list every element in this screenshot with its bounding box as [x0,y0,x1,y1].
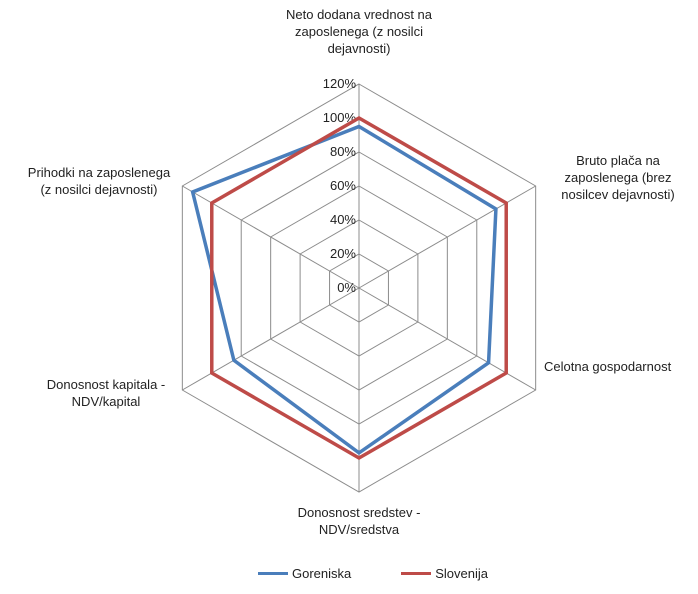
axis-label-4: Donosnost kapitala - NDV/kapital [26,376,186,410]
radar-grid [181,83,537,493]
legend-item-slovenija: Slovenija [401,566,488,581]
axis-label-line: Bruto plača na [576,153,660,168]
axis-label-line: Prihodki na zaposlenega [27,165,171,180]
radial-tick-labels: 0% 20% 40% 60% 80% 100% 120% [323,76,357,295]
axis-label-line: Neto dodana vrednost na [286,7,432,22]
legend-swatch-goreniska [258,572,288,575]
legend-label-slovenija: Slovenija [435,566,489,581]
tick-label-0: 0% [337,280,356,295]
axis-label-1: Bruto plača na zaposlenega (brez nosilcev … [543,152,693,203]
axis-label-line: NDV/sredstva [318,522,400,537]
axis-label-line: zaposlenega (z nosilci [295,24,423,39]
series-line-slovenija [210,115,508,461]
tick-label-3: 60% [330,178,356,193]
axis-label-5: Prihodki na zaposlenega (z nosilci dejavn… [4,164,194,198]
axis-label-line: (z nosilci dejavnosti) [40,182,158,197]
tick-label-4: 80% [330,144,356,159]
axis-label-0: Neto dodana vrednost na zaposlenega (z no… [249,6,469,57]
series-line-goreniska [190,124,498,456]
axis-label-3: Donosnost sredstev - NDV/sredstva [279,504,439,538]
tick-label-6: 120% [323,76,357,91]
legend: Goreniska Slovenija [258,566,538,581]
axis-label-line: NDV/kapital [71,394,141,409]
axis-label-line: Donosnost sredstev - [297,505,421,520]
tick-label-2: 40% [330,212,356,227]
legend-swatch-slovenija [401,572,432,575]
tick-label-1: 20% [330,246,356,261]
legend-item-goreniska: Goreniska [258,566,351,581]
axis-label-line: Donosnost kapitala - [46,377,166,392]
legend-label-goreniska: Goreniska [292,566,352,581]
tick-label-5: 100% [323,110,357,125]
axis-label-line: nosilcev dejavnosti) [561,187,675,202]
axis-label-2: Celotna gospodarnost [544,358,696,375]
axis-label-line: zaposlenega (brez [564,170,672,185]
axis-label-line: dejavnosti) [327,41,391,56]
series-layer [190,115,508,461]
axis-label-line: Celotna gospodarnost [544,359,672,374]
